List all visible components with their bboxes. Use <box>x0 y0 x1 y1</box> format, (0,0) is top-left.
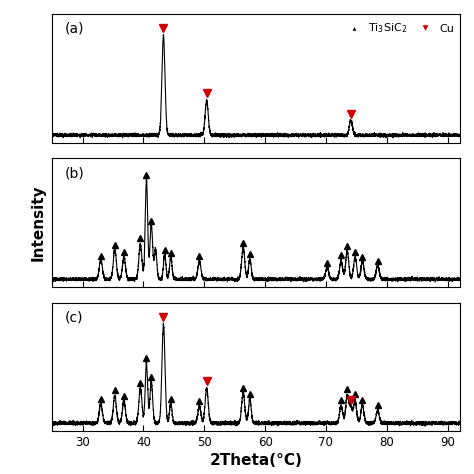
X-axis label: 2Theta(°C): 2Theta(°C) <box>210 453 302 468</box>
Legend: Ti$_3$SiC$_2$, Cu: Ti$_3$SiC$_2$, Cu <box>338 17 458 40</box>
Text: (a): (a) <box>64 22 84 36</box>
Y-axis label: Intensity: Intensity <box>30 184 45 261</box>
Text: (c): (c) <box>64 310 83 324</box>
Text: (b): (b) <box>64 166 84 180</box>
